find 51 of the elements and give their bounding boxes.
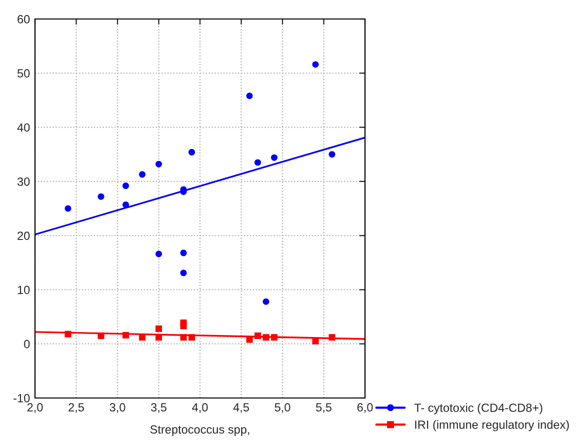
point xyxy=(254,159,262,166)
y-tick-label: 10 xyxy=(18,286,30,294)
point xyxy=(328,151,336,158)
point xyxy=(312,338,319,344)
point xyxy=(180,270,187,276)
point xyxy=(155,325,162,332)
x-tick-label: 2,0 xyxy=(27,403,43,413)
point xyxy=(180,322,187,330)
y-tick-label: 50 xyxy=(17,69,30,78)
y-tick-label: 0 xyxy=(24,340,30,348)
point xyxy=(138,334,146,341)
point xyxy=(246,92,253,100)
point xyxy=(188,334,196,341)
point xyxy=(155,250,162,258)
point xyxy=(262,334,270,341)
point xyxy=(138,171,146,178)
point xyxy=(328,334,336,341)
point xyxy=(270,154,278,161)
x-tick-label: 6,0 xyxy=(357,403,373,413)
point xyxy=(122,182,130,190)
point xyxy=(180,250,187,256)
point xyxy=(98,332,104,339)
y-tick-label: 60 xyxy=(18,15,30,24)
x-tick-label: 2,5 xyxy=(68,403,84,413)
legend-label: IRI (immune regulatory index) xyxy=(415,420,569,432)
point xyxy=(254,332,262,339)
point xyxy=(262,298,270,305)
x-tick-label: 4,5 xyxy=(233,403,249,413)
x-tick-label: 3,5 xyxy=(150,403,166,413)
x-tick-label: 5,5 xyxy=(316,403,332,413)
point xyxy=(155,160,162,168)
point xyxy=(246,336,253,343)
x-axis-title: Streptococcus spp, xyxy=(150,425,250,436)
y-tick-label: -10 xyxy=(14,394,30,402)
x-tick-label: 4,0 xyxy=(192,403,208,413)
point xyxy=(64,330,72,338)
x-tick-label: 5,0 xyxy=(274,403,290,413)
x-tick-label: 3,0 xyxy=(110,403,126,413)
point xyxy=(180,334,187,341)
point xyxy=(122,201,130,208)
point xyxy=(188,148,196,156)
point xyxy=(98,193,104,200)
point xyxy=(312,61,319,68)
point xyxy=(155,334,162,341)
y-tick-label: 30 xyxy=(17,177,30,186)
legend-label: T- cytotoxic (CD4-CD8+) xyxy=(414,403,542,414)
point xyxy=(122,332,130,338)
point xyxy=(64,205,72,212)
y-tick-label: 20 xyxy=(18,232,30,240)
point xyxy=(270,334,278,341)
y-tick-label: 40 xyxy=(17,123,30,132)
